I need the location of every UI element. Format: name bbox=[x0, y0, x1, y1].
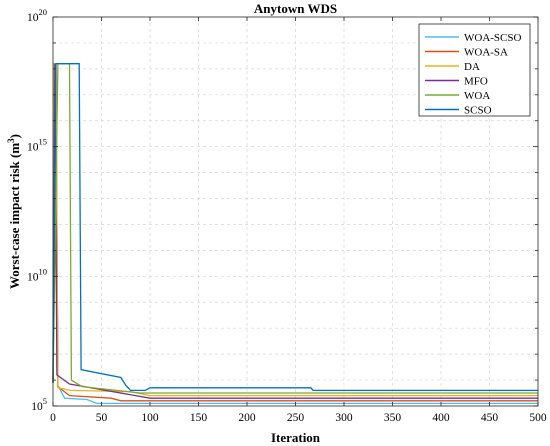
legend-label: WOA-SA bbox=[464, 47, 508, 59]
x-tick-label: 200 bbox=[238, 412, 256, 424]
legend: WOA-SCSO WOA-SA DA MFO WOA SCSO bbox=[418, 23, 531, 117]
x-tick-label: 250 bbox=[287, 412, 305, 424]
x-tick-label: 100 bbox=[141, 412, 159, 424]
y-tick-label: 1020 bbox=[27, 7, 47, 24]
x-tick-label: 500 bbox=[529, 412, 547, 424]
x-tick-label: 450 bbox=[481, 412, 499, 424]
y-tick-label: 1010 bbox=[27, 266, 47, 283]
x-tick-label: 300 bbox=[335, 412, 353, 424]
chart-title: Anytown WDS bbox=[254, 1, 337, 16]
series-line-mfo bbox=[52, 63, 538, 399]
x-axis-label: Iteration bbox=[271, 430, 321, 445]
series-lines bbox=[52, 63, 538, 405]
x-tick-label: 50 bbox=[96, 412, 108, 424]
x-tick-label: 400 bbox=[432, 412, 450, 424]
x-tick-label: 350 bbox=[384, 412, 402, 424]
grid bbox=[53, 17, 538, 406]
y-axis-label: Worst-case impact risk (m3) bbox=[6, 134, 22, 289]
x-tick-label: 0 bbox=[50, 412, 56, 424]
y-tick-label: 1015 bbox=[27, 137, 47, 154]
legend-label: MFO bbox=[464, 76, 488, 88]
legend-label: WOA-SCSO bbox=[464, 32, 522, 44]
series-line-scso bbox=[52, 63, 538, 392]
ticks: 0 50 100 150 200 250 300 350 400 450 500 105 1010 101… bbox=[27, 7, 547, 424]
legend-label: WOA bbox=[464, 90, 490, 102]
y-tick-label: 105 bbox=[31, 396, 47, 413]
x-tick-label: 150 bbox=[190, 412, 208, 424]
legend-box bbox=[418, 23, 531, 117]
legend-label: DA bbox=[464, 61, 480, 73]
legend-label: SCSO bbox=[464, 105, 492, 117]
